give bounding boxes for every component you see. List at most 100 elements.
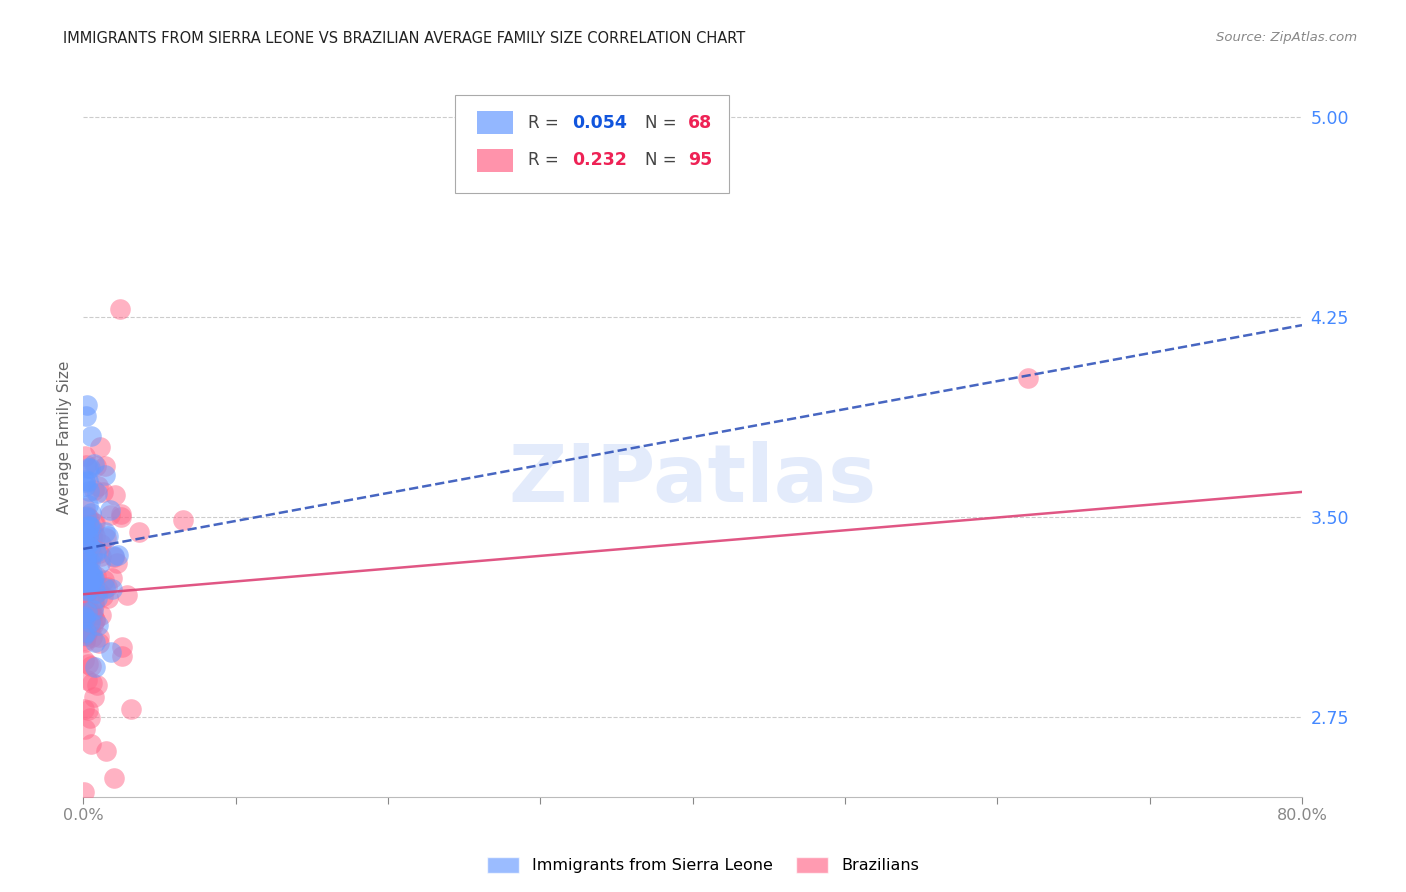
Point [79,555,101,569]
Point [76,611,98,625]
Text: ZIPatlas: ZIPatlas [509,442,877,519]
Point [83,543,105,558]
Point [76,474,98,488]
Point [94,525,117,540]
Point [76,509,98,524]
Point [83,571,105,585]
Point [75,473,97,487]
Point [83,578,105,592]
Point [94,531,117,545]
Text: R =: R = [529,114,564,132]
Point [72,785,94,799]
Point [79,506,101,520]
Point [77,535,100,549]
Text: N =: N = [645,151,682,169]
Point [86,678,108,692]
Point [73,626,96,640]
Point [75,522,97,536]
Point [79,578,101,592]
Point [103,771,125,785]
Point [76,398,98,412]
Point [100,645,122,659]
Point [111,649,134,664]
Point [73,543,96,558]
Point [76,527,98,541]
Point [97,529,120,543]
Point [75,625,97,640]
Point [77,562,100,576]
Point [79,461,101,475]
Point [93,573,115,587]
Point [82,676,104,690]
Point [77,498,100,512]
Point [76,673,98,687]
Point [77,576,100,591]
Point [83,483,105,497]
Point [87,618,110,632]
Point [73,609,96,624]
Point [94,581,117,595]
Point [84,660,107,674]
Point [75,475,97,489]
Point [73,557,96,571]
Point [73,591,96,605]
FancyBboxPatch shape [477,112,513,135]
Point [75,551,97,566]
Point [83,595,105,609]
Point [82,523,104,537]
Point [79,613,101,627]
Point [98,502,121,516]
Point [90,607,112,622]
Point [89,556,111,570]
Point [83,457,105,471]
Point [86,486,108,500]
Point [83,634,105,648]
Point [91,589,114,603]
Point [108,302,131,317]
Point [94,468,117,483]
Point [79,519,101,533]
Point [76,554,98,568]
Text: N =: N = [645,114,682,132]
Text: 0.232: 0.232 [572,151,627,169]
Text: 68: 68 [688,114,711,132]
Point [91,485,114,500]
Point [73,633,96,648]
Point [80,566,103,581]
Point [73,571,96,585]
Point [73,602,96,616]
Point [80,429,103,443]
Point [84,516,107,530]
Point [79,540,101,554]
Point [73,565,96,579]
Point [76,605,98,619]
Point [83,690,105,705]
Point [82,571,104,585]
Point [79,573,101,587]
Point [82,631,104,645]
Point [75,458,97,472]
Point [120,702,142,716]
Point [77,530,100,544]
Point [79,711,101,725]
Point [73,702,96,716]
Point [73,628,96,642]
Point [80,737,103,751]
Point [75,409,97,423]
Point [97,591,120,605]
Point [73,611,96,625]
Point [84,613,107,627]
Point [98,508,121,523]
Text: IMMIGRANTS FROM SIERRA LEONE VS BRAZILIAN AVERAGE FAMILY SIZE CORRELATION CHART: IMMIGRANTS FROM SIERRA LEONE VS BRAZILIA… [63,31,745,46]
Point [77,608,100,623]
Point [72,528,94,542]
Point [76,603,98,617]
Point [83,516,105,531]
Point [84,569,107,583]
Point [86,591,108,605]
FancyBboxPatch shape [456,95,730,193]
Point [103,549,125,563]
Point [87,479,110,493]
Point [76,580,98,594]
Point [90,537,112,551]
